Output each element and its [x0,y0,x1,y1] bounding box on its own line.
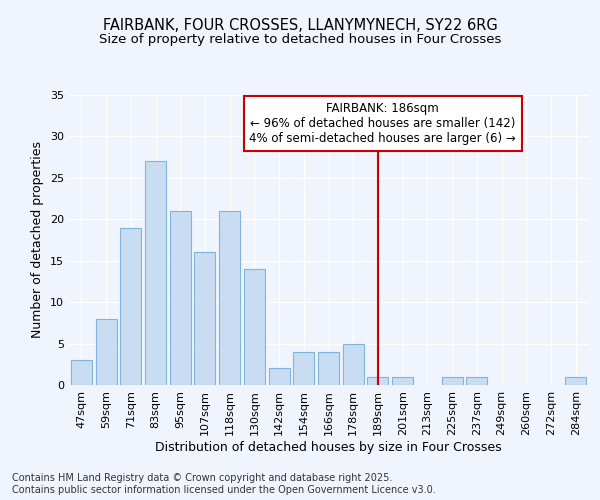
Bar [565,376,586,385]
Bar [95,318,116,385]
Bar [194,252,215,385]
Text: FAIRBANK: 186sqm
← 96% of detached houses are smaller (142)
4% of semi-detached : FAIRBANK: 186sqm ← 96% of detached house… [250,102,516,144]
Text: FAIRBANK, FOUR CROSSES, LLANYMYNECH, SY22 6RG: FAIRBANK, FOUR CROSSES, LLANYMYNECH, SY2… [103,18,497,32]
Bar [293,352,314,385]
Bar [244,269,265,385]
Text: Size of property relative to detached houses in Four Crosses: Size of property relative to detached ho… [99,32,501,46]
Bar [318,352,339,385]
Bar [392,376,413,385]
Bar [367,376,388,385]
Bar [219,211,240,385]
Y-axis label: Number of detached properties: Number of detached properties [31,142,44,338]
Bar [145,162,166,385]
Bar [71,360,92,385]
X-axis label: Distribution of detached houses by size in Four Crosses: Distribution of detached houses by size … [155,440,502,454]
Bar [442,376,463,385]
Bar [343,344,364,385]
Bar [466,376,487,385]
Bar [269,368,290,385]
Bar [170,211,191,385]
Text: Contains HM Land Registry data © Crown copyright and database right 2025.
Contai: Contains HM Land Registry data © Crown c… [12,474,436,495]
Bar [120,228,141,385]
